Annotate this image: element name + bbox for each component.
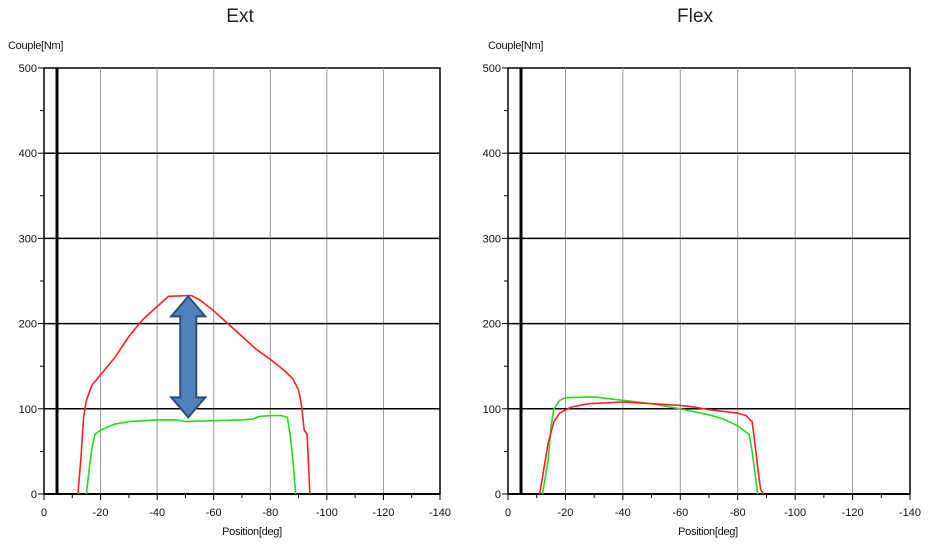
- x-tick-label: -100: [316, 507, 338, 519]
- y-axis-label: Couple[Nm]: [8, 40, 64, 52]
- x-tick-label: -140: [899, 507, 921, 519]
- series-line-red: [538, 401, 765, 495]
- double-arrow-annotation: [169, 294, 208, 419]
- chart-title: Flex: [677, 6, 713, 27]
- y-tick-label: 0: [31, 489, 37, 501]
- y-tick-label: 400: [19, 148, 37, 160]
- series-line-red: [77, 294, 311, 495]
- x-tick-label: -60: [206, 507, 222, 519]
- y-tick-label: 500: [483, 63, 501, 75]
- y-tick-label: 200: [483, 319, 501, 331]
- x-tick-label: -20: [557, 507, 573, 519]
- y-tick-label: 0: [495, 489, 501, 501]
- x-tick-label: -80: [262, 507, 278, 519]
- chart-ext-panel: Ext Couple[Nm] Position[deg] 0 -20 -40 -60 -…: [0, 0, 470, 548]
- x-tick-label: -40: [615, 507, 631, 519]
- y-tick-label: 300: [19, 233, 37, 245]
- y-tick-label: 400: [483, 148, 501, 160]
- y-axis-label: Couple[Nm]: [488, 40, 544, 52]
- chart-ext: 0 -20 -40 -60 -80 -100 -120 -140 0 100 200 300 400 50…: [19, 63, 451, 519]
- x-tick-label: 0: [41, 507, 47, 519]
- x-tick-label: -140: [429, 507, 451, 519]
- y-tick-label: 500: [19, 63, 37, 75]
- chart-flex: 0 -20 -40 -60 -80 -100 -120 -140 0 100 200 300 400 50…: [483, 63, 921, 519]
- x-tick-label: -40: [149, 507, 165, 519]
- x-tick-label: -20: [93, 507, 109, 519]
- x-tick-label: -60: [672, 507, 688, 519]
- x-tick-label: -80: [730, 507, 746, 519]
- x-axis-label: Position[deg]: [678, 526, 738, 538]
- y-tick-label: 100: [19, 404, 37, 416]
- plot-frame: [507, 67, 911, 495]
- x-axis-label: Position[deg]: [222, 526, 282, 538]
- x-tick-label: -120: [372, 507, 394, 519]
- x-tick-label: -100: [784, 507, 806, 519]
- y-tick-label: 100: [483, 404, 501, 416]
- x-tick-label: 0: [505, 507, 511, 519]
- chart-title: Ext: [226, 6, 254, 27]
- x-tick-label: -120: [842, 507, 864, 519]
- chart-flex-panel: Flex Couple[Nm] Position[deg] 0 -20 -40 -60…: [470, 0, 941, 548]
- y-tick-label: 300: [483, 233, 501, 245]
- y-tick-label: 200: [19, 319, 37, 331]
- series-line-green: [85, 414, 297, 495]
- series-line-green: [541, 396, 759, 495]
- plot-frame: [43, 67, 441, 495]
